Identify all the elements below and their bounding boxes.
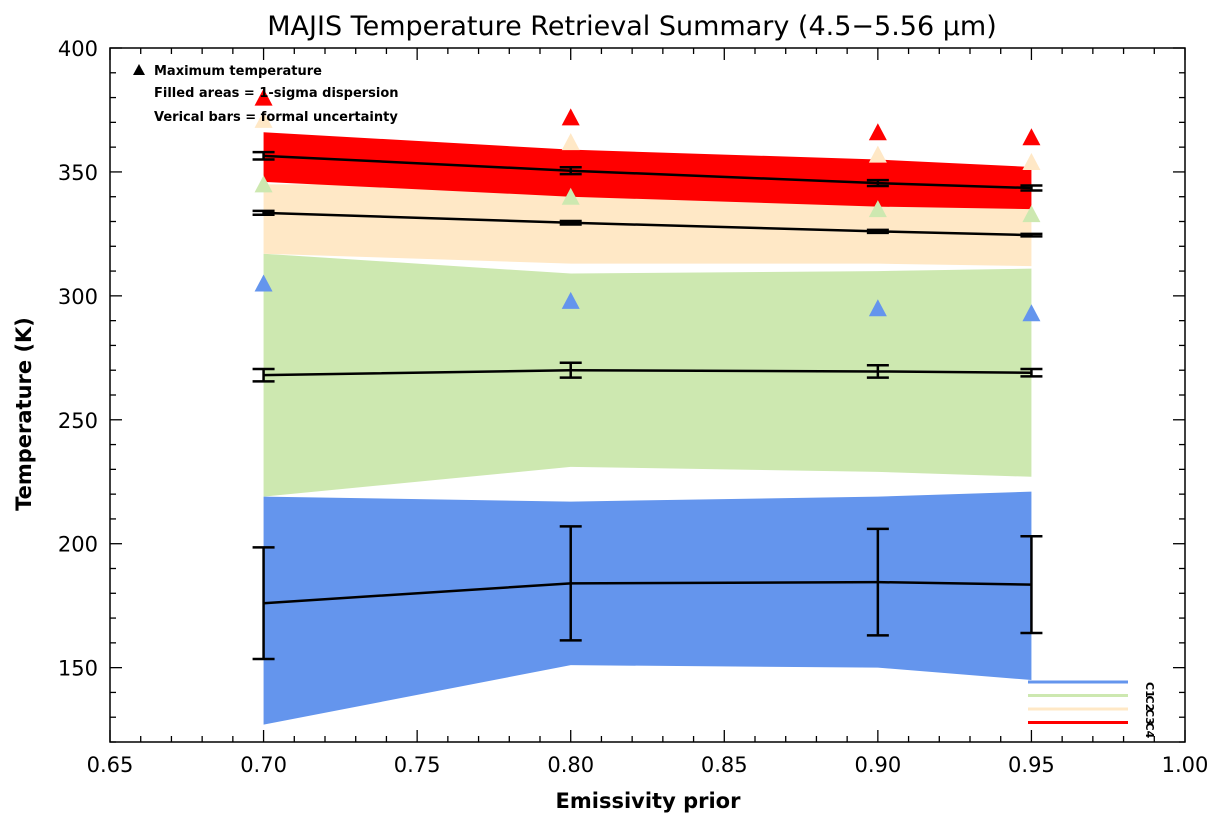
mean-line-c3 bbox=[263, 211, 1032, 237]
error-bar-c1 bbox=[252, 546, 275, 661]
error-bar-c3 bbox=[866, 228, 889, 235]
x-tick-label: 0.85 bbox=[701, 753, 748, 777]
max-temperature-markers bbox=[254, 88, 1041, 322]
legend-label-c4: C4 bbox=[1143, 723, 1156, 739]
x-tick-label: 0.90 bbox=[854, 753, 901, 777]
y-tick-label: 300 bbox=[58, 285, 98, 309]
error-bar-c4 bbox=[252, 150, 275, 161]
error-bar-c2 bbox=[559, 361, 582, 379]
error-bar-c2 bbox=[1020, 367, 1043, 378]
y-tick-label: 350 bbox=[58, 161, 98, 185]
error-bar-c4 bbox=[1020, 184, 1043, 192]
error-bar-c2 bbox=[866, 364, 889, 379]
error-bar-c3 bbox=[252, 209, 275, 217]
max-temperature-marker-c2 bbox=[868, 200, 887, 218]
annotation-vertical-bars: Verical bars = formal uncertainty bbox=[154, 110, 398, 125]
max-temperature-marker-c4 bbox=[561, 108, 580, 126]
error-bar-c3 bbox=[559, 219, 582, 226]
y-tick-label: 150 bbox=[58, 657, 98, 681]
x-tick-label: 0.75 bbox=[394, 753, 441, 777]
max-temperature-marker-c3 bbox=[561, 133, 580, 151]
mean-line-c4 bbox=[263, 154, 1032, 190]
x-tick-label: 0.70 bbox=[240, 753, 287, 777]
formal-uncertainty-bars bbox=[252, 150, 1043, 661]
error-bar-c1 bbox=[866, 527, 889, 637]
max-temperature-marker-c4 bbox=[868, 123, 887, 141]
annotations: Maximum temperature Filled areas = 1-sig… bbox=[133, 64, 399, 125]
y-tick-label: 250 bbox=[58, 409, 98, 433]
axes: 0.65 0.70 0.75 0.80 0.85 0.90 0.95 1.00 150 200 25… bbox=[58, 37, 1208, 777]
error-bar-c3 bbox=[1020, 232, 1043, 238]
max-temperature-marker-c4 bbox=[254, 88, 273, 106]
x-tick-label: 0.95 bbox=[1008, 753, 1055, 777]
legend-label-c2: C2 bbox=[1143, 696, 1156, 712]
max-temperature-marker-c3 bbox=[1022, 153, 1041, 171]
max-temperature-marker-c2 bbox=[1022, 205, 1041, 223]
legend-label-c3: C3 bbox=[1143, 709, 1156, 725]
chart-title: MAJIS Temperature Retrieval Summary (4.5… bbox=[267, 11, 996, 42]
x-tick-label: 0.65 bbox=[87, 753, 134, 777]
error-bar-c4 bbox=[866, 178, 889, 188]
legend-label-c1: C1 bbox=[1143, 682, 1156, 698]
mean-line-c1 bbox=[263, 580, 1032, 605]
mean-line-c2 bbox=[263, 368, 1032, 377]
max-temperature-marker-c1 bbox=[868, 299, 887, 317]
dispersion-area-c4 bbox=[263, 132, 1032, 210]
x-tick-label: 1.00 bbox=[1162, 753, 1209, 777]
y-tick-label: 200 bbox=[58, 533, 98, 557]
annotation-max-temperature: Maximum temperature bbox=[154, 64, 322, 79]
error-bar-c4 bbox=[559, 165, 582, 176]
y-axis-label: Temperature (K) bbox=[12, 317, 36, 511]
max-temperature-marker-c1 bbox=[561, 291, 580, 309]
x-tick-label: 0.80 bbox=[547, 753, 594, 777]
x-axis-label: Emissivity prior bbox=[556, 789, 742, 813]
max-temperature-marker-c4 bbox=[1022, 128, 1041, 146]
max-temperature-marker-c2 bbox=[561, 187, 580, 205]
mean-lines bbox=[263, 154, 1032, 605]
dispersion-area-c2 bbox=[263, 253, 1032, 497]
max-temperature-marker-c3 bbox=[868, 145, 887, 163]
legend-triangle-icon bbox=[133, 64, 145, 75]
y-tick-label: 400 bbox=[58, 37, 98, 61]
max-temperature-marker-c3 bbox=[254, 110, 273, 128]
error-bar-c1 bbox=[559, 525, 582, 642]
annotation-filled-areas: Filled areas = 1-sigma dispersion bbox=[154, 86, 399, 101]
dispersion-area-c1 bbox=[263, 491, 1032, 725]
max-temperature-marker-c2 bbox=[254, 175, 273, 193]
error-bar-c2 bbox=[252, 367, 275, 383]
error-bar-c1 bbox=[1020, 535, 1043, 635]
dispersion-areas bbox=[263, 132, 1032, 725]
max-temperature-marker-c1 bbox=[254, 274, 273, 292]
max-temperature-marker-c1 bbox=[1022, 304, 1041, 322]
